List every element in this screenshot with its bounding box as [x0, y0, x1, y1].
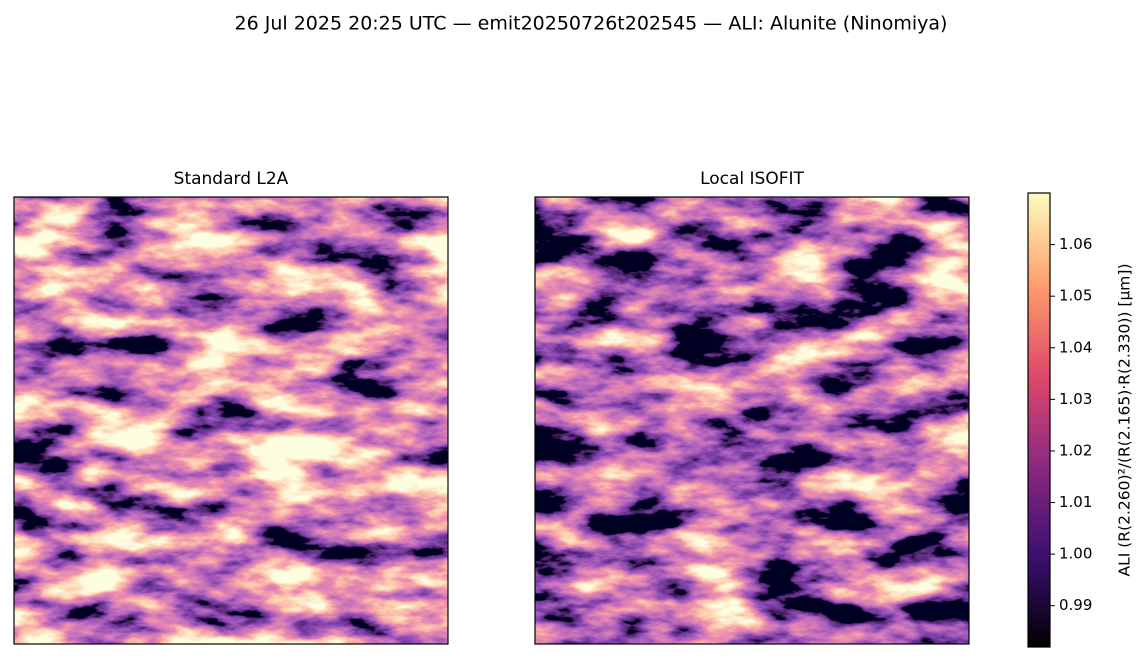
image-panel [535, 197, 969, 644]
colorbar-frame [1027, 192, 1051, 648]
panel-frame [534, 196, 970, 645]
colorbar-tick-label: 1.02 [1059, 441, 1092, 459]
panel-title: Local ISOFIT [700, 169, 804, 189]
panel-title: Standard L2A [174, 169, 289, 189]
colorbar-tick-label: 0.99 [1059, 596, 1092, 614]
colorbar-tick-label: 1.05 [1059, 287, 1092, 305]
colorbar-tick-label: 1.06 [1059, 235, 1092, 253]
image-panel [14, 197, 448, 644]
colorbar [1028, 193, 1050, 647]
colorbar-label: ALI (R(2.260)²/(R(2.165)·R(2.330)) [µm]) [1116, 264, 1134, 577]
figure-title: 26 Jul 2025 20:25 UTC — emit20250726t202… [235, 13, 948, 35]
colorbar-tick-label: 1.01 [1059, 493, 1092, 511]
colorbar-tick-label: 1.00 [1059, 545, 1092, 563]
panel-frame [13, 196, 449, 645]
colorbar-tick-label: 1.03 [1059, 390, 1092, 408]
colorbar-tick-label: 1.04 [1059, 338, 1092, 356]
